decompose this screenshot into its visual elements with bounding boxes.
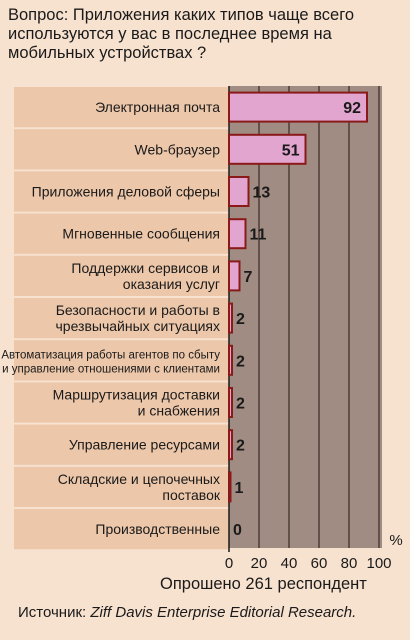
respondents-note: Опрошено 261 респондент bbox=[160, 575, 367, 593]
source-name: Ziff Davis Enterprise Editorial Research… bbox=[90, 604, 357, 621]
category-label: Web-браузер bbox=[135, 141, 221, 157]
bar bbox=[228, 133, 307, 165]
category-label: Маршрутизация доставки bbox=[53, 387, 220, 403]
category-label: Мгновенные сообщения bbox=[62, 226, 220, 242]
question-title: Вопрос: Приложения каких типов чаще всег… bbox=[8, 6, 355, 62]
bar-value-label: 7 bbox=[244, 269, 253, 286]
category-band bbox=[14, 255, 229, 296]
bar-value-label: 2 bbox=[236, 353, 245, 370]
bar-value-label: 11 bbox=[250, 227, 267, 244]
category-band bbox=[14, 171, 229, 212]
bar-value-label: 2 bbox=[236, 438, 245, 455]
bar-value-label: 1 bbox=[235, 480, 244, 497]
x-axis-unit: % bbox=[389, 532, 402, 549]
x-tick-label: 40 bbox=[281, 555, 298, 572]
x-tick-label: 60 bbox=[311, 555, 328, 572]
bar bbox=[228, 387, 233, 418]
category-label: Приложения деловой сферы bbox=[32, 184, 220, 200]
bar bbox=[228, 471, 232, 503]
category-band bbox=[14, 129, 229, 170]
category-label: поставок bbox=[162, 487, 220, 503]
bar-value-label: 13 bbox=[253, 185, 271, 202]
category-band bbox=[14, 466, 229, 507]
category-label: Автоматизация работы агентов по сбыту bbox=[1, 349, 220, 361]
bar bbox=[228, 176, 250, 207]
category-label: Поддержки сервисов и bbox=[71, 260, 220, 276]
category-band bbox=[14, 298, 229, 339]
category-label: Складские и цепочечных bbox=[58, 471, 220, 487]
bar bbox=[228, 218, 247, 250]
bar bbox=[228, 344, 233, 376]
bar-value-label: 92 bbox=[343, 100, 361, 117]
x-tick-label: 80 bbox=[341, 555, 358, 572]
category-band bbox=[14, 340, 229, 381]
bar bbox=[228, 260, 241, 292]
category-label: Безопасности и работы в bbox=[56, 302, 220, 318]
bar-value-label: 0 bbox=[233, 522, 242, 539]
source-note: Источник: Ziff Davis Enterprise Editoria… bbox=[18, 604, 410, 621]
category-label: оказания услуг bbox=[123, 276, 220, 292]
category-band bbox=[14, 87, 229, 128]
category-label: Электронная почта bbox=[95, 99, 220, 115]
category-band bbox=[14, 424, 229, 465]
source-prefix: Источник: bbox=[18, 604, 91, 621]
category-label: Производственные bbox=[95, 521, 220, 537]
category-label: Управление ресурсами bbox=[69, 437, 220, 453]
category-band bbox=[14, 509, 229, 550]
category-band bbox=[14, 213, 229, 254]
bar-value-label: 51 bbox=[282, 142, 300, 159]
bar bbox=[228, 302, 233, 334]
bar bbox=[228, 429, 233, 461]
category-label: чрезвычайных ситуациях bbox=[56, 318, 221, 334]
category-band bbox=[14, 382, 229, 423]
bar-value-label: 2 bbox=[236, 311, 245, 328]
bar bbox=[228, 91, 368, 123]
x-tick-label: 0 bbox=[225, 555, 233, 572]
category-label: и снабжения bbox=[138, 403, 220, 419]
x-tick-label: 100 bbox=[366, 555, 391, 572]
category-label: и управление отношениями с клиентами bbox=[2, 363, 220, 375]
bar-value-label: 2 bbox=[236, 396, 245, 413]
x-tick-label: 20 bbox=[251, 555, 268, 572]
